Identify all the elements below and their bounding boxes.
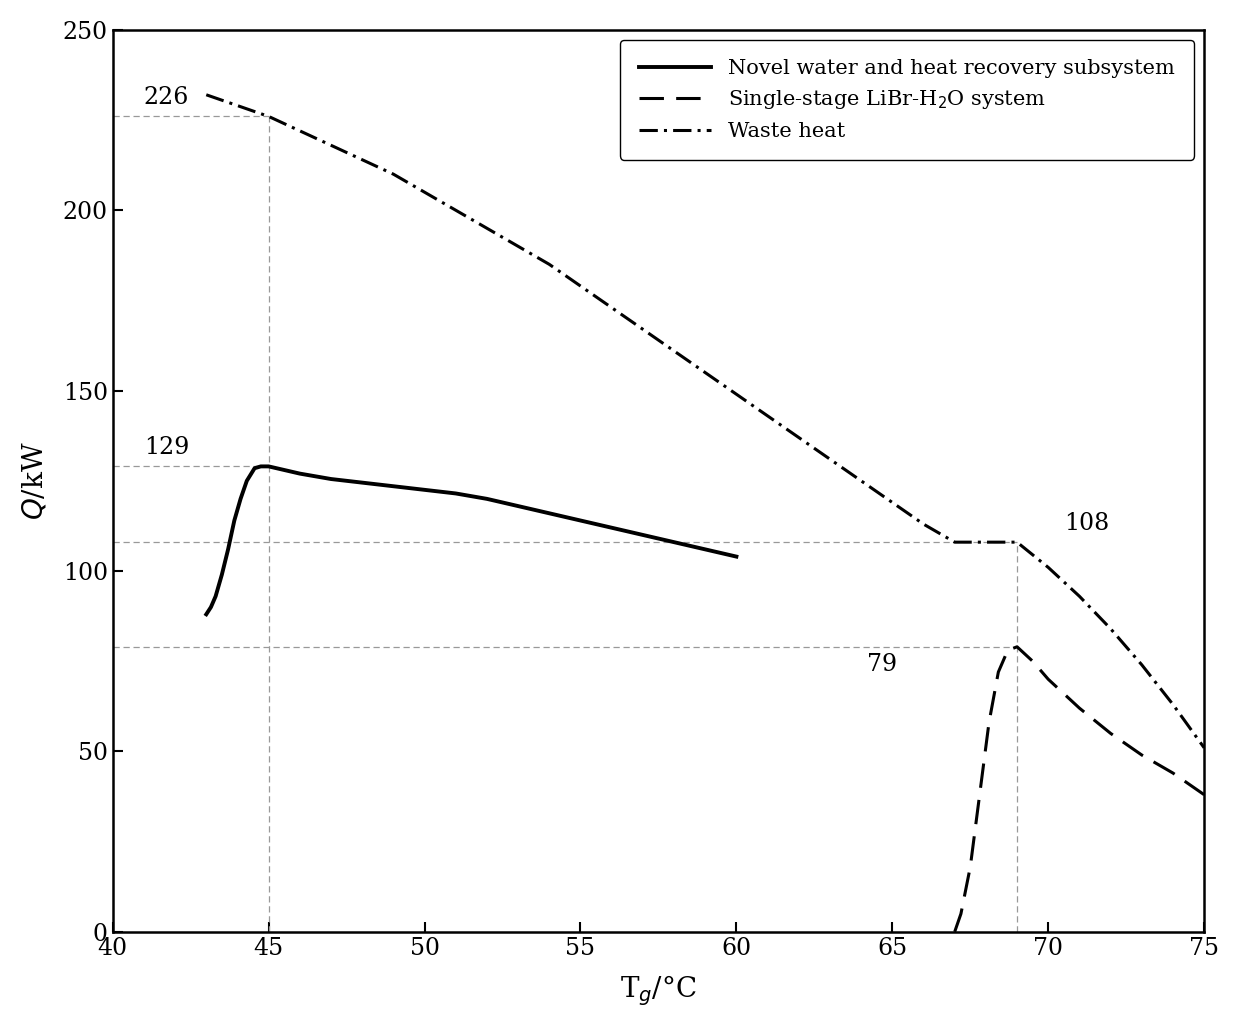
Novel water and heat recovery subsystem [480, 493, 495, 505]
Waste heat [480, 222, 495, 235]
Novel water and heat recovery subsystem [198, 608, 213, 620]
Novel water and heat recovery subsystem [698, 543, 713, 556]
Novel water and heat recovery subsystem [604, 522, 619, 534]
Single-stage LiBr-H$_2$O system [954, 908, 968, 920]
Waste heat [729, 388, 744, 400]
Novel water and heat recovery subsystem [215, 568, 229, 580]
Novel water and heat recovery subsystem [221, 543, 236, 556]
Single-stage LiBr-H$_2$O system [1197, 788, 1211, 801]
Waste heat [1166, 699, 1180, 711]
Waste heat [853, 474, 868, 487]
X-axis label: T$_g$/°C: T$_g$/°C [620, 973, 697, 1008]
Novel water and heat recovery subsystem [262, 460, 277, 472]
Single-stage LiBr-H$_2$O system [1040, 673, 1055, 685]
Single-stage LiBr-H$_2$O system [1166, 767, 1180, 779]
Single-stage LiBr-H$_2$O system [972, 788, 987, 801]
Novel water and heat recovery subsystem [667, 536, 682, 548]
Waste heat [978, 536, 993, 548]
Waste heat [386, 168, 401, 180]
Novel water and heat recovery subsystem [247, 462, 262, 474]
Waste heat [698, 366, 713, 379]
Novel water and heat recovery subsystem [203, 601, 218, 613]
Single-stage LiBr-H$_2$O system [982, 716, 997, 729]
Waste heat [417, 186, 432, 199]
Waste heat [822, 453, 837, 465]
Novel water and heat recovery subsystem [324, 473, 339, 486]
Waste heat [1073, 590, 1087, 602]
Waste heat [791, 431, 806, 443]
Waste heat [916, 518, 931, 530]
Waste heat [542, 258, 557, 271]
Novel water and heat recovery subsystem [355, 476, 370, 489]
Waste heat [229, 100, 244, 112]
Waste heat [262, 110, 277, 122]
Waste heat [1104, 623, 1118, 635]
Waste heat [1135, 659, 1149, 671]
Single-stage LiBr-H$_2$O system [947, 926, 962, 938]
Waste heat [760, 410, 775, 422]
Novel water and heat recovery subsystem [729, 551, 744, 563]
Novel water and heat recovery subsystem [573, 514, 588, 527]
Novel water and heat recovery subsystem [386, 481, 401, 493]
Single-stage LiBr-H$_2$O system [962, 860, 977, 873]
Waste heat [947, 536, 962, 548]
Line: Novel water and heat recovery subsystem: Novel water and heat recovery subsystem [206, 466, 737, 614]
Novel water and heat recovery subsystem [227, 514, 242, 527]
Novel water and heat recovery subsystem [233, 493, 248, 505]
Waste heat [511, 240, 526, 252]
Novel water and heat recovery subsystem [449, 488, 464, 500]
Single-stage LiBr-H$_2$O system [1025, 655, 1040, 668]
Waste heat [355, 153, 370, 166]
Novel water and heat recovery subsystem [253, 460, 268, 472]
Y-axis label: $Q$/kW: $Q$/kW [21, 441, 48, 520]
Novel water and heat recovery subsystem [417, 484, 432, 496]
Single-stage LiBr-H$_2$O system [1073, 702, 1087, 714]
Waste heat [198, 88, 213, 101]
Novel water and heat recovery subsystem [542, 507, 557, 520]
Text: 79: 79 [867, 652, 898, 676]
Waste heat [1197, 742, 1211, 754]
Single-stage LiBr-H$_2$O system [1009, 641, 1024, 653]
Text: 129: 129 [144, 436, 190, 459]
Single-stage LiBr-H$_2$O system [1104, 728, 1118, 740]
Waste heat [324, 139, 339, 151]
Waste heat [667, 345, 682, 357]
Legend: Novel water and heat recovery subsystem, Single-stage LiBr-H$_2$O system, Waste : Novel water and heat recovery subsystem,… [620, 40, 1194, 159]
Novel water and heat recovery subsystem [277, 464, 291, 476]
Text: 108: 108 [1064, 512, 1109, 535]
Waste heat [604, 301, 619, 314]
Novel water and heat recovery subsystem [635, 529, 650, 541]
Text: 226: 226 [144, 86, 190, 109]
Line: Waste heat: Waste heat [206, 95, 1204, 748]
Novel water and heat recovery subsystem [239, 474, 254, 487]
Single-stage LiBr-H$_2$O system [991, 666, 1006, 678]
Waste heat [293, 125, 308, 137]
Novel water and heat recovery subsystem [208, 590, 223, 602]
Waste heat [1009, 536, 1024, 548]
Waste heat [449, 204, 464, 216]
Waste heat [573, 280, 588, 292]
Novel water and heat recovery subsystem [511, 500, 526, 512]
Single-stage LiBr-H$_2$O system [1001, 644, 1016, 657]
Single-stage LiBr-H$_2$O system [1135, 749, 1149, 761]
Waste heat [885, 496, 900, 508]
Waste heat [635, 323, 650, 335]
Novel water and heat recovery subsystem [293, 467, 308, 480]
Waste heat [1040, 561, 1055, 573]
Line: Single-stage LiBr-H$_2$O system: Single-stage LiBr-H$_2$O system [955, 647, 1204, 932]
